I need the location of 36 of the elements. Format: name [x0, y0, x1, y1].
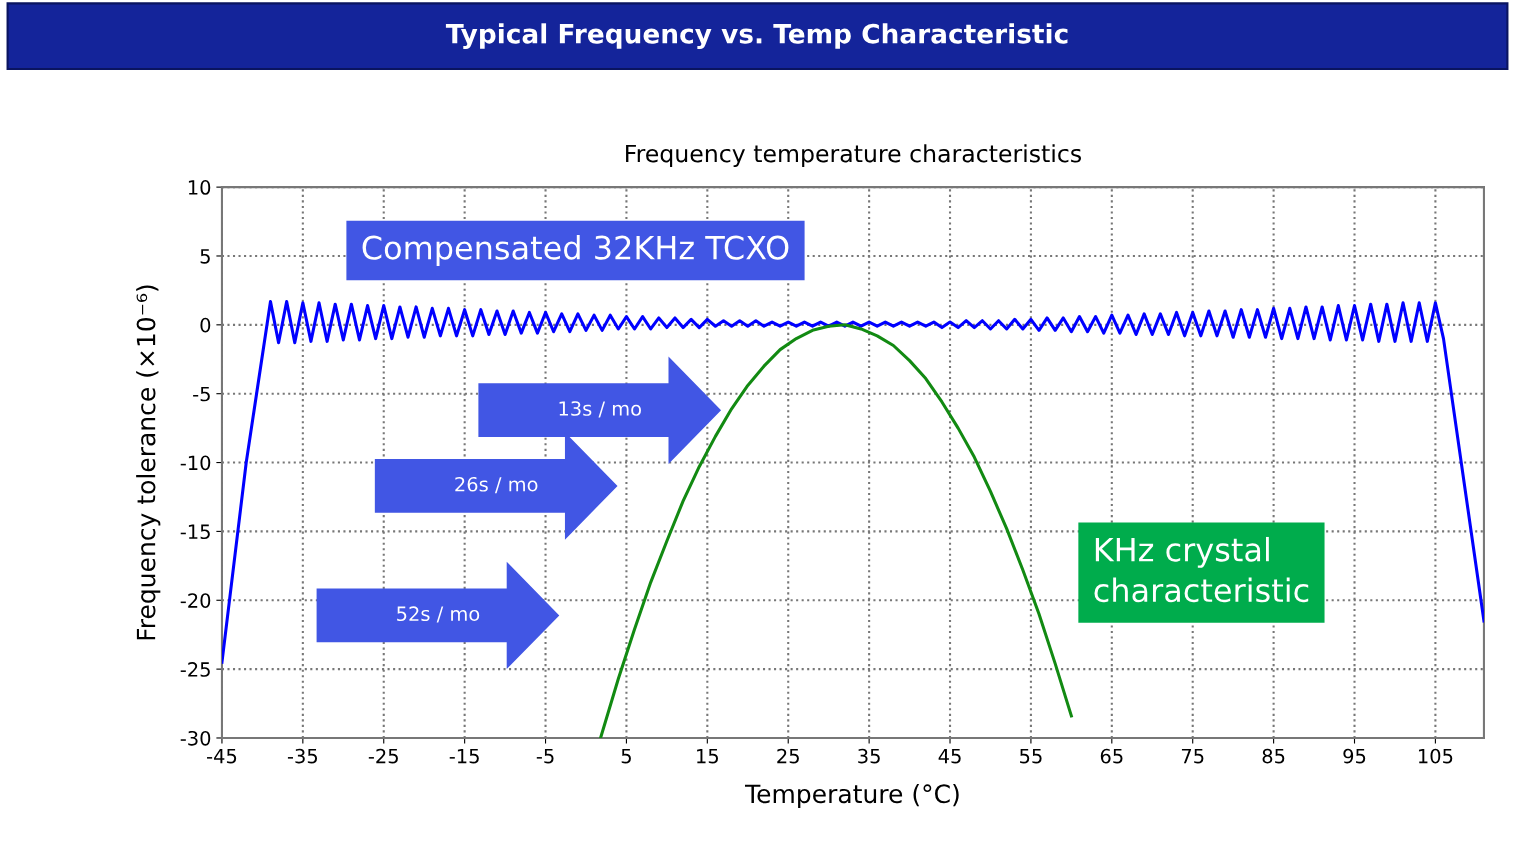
x-tick-label: 45 — [938, 748, 961, 764]
x-tick-label: -5 — [536, 748, 554, 764]
y-axis-title: Frequency tolerance (×10⁻⁶) — [136, 285, 161, 640]
y-tick-label: -25 — [180, 662, 210, 677]
y-tick-label: -30 — [180, 730, 211, 746]
y-tick-label: 5 — [200, 249, 210, 264]
x-tick-label: -35 — [287, 748, 318, 764]
annotation: 13s / mo — [559, 401, 641, 418]
x-tick-label: 35 — [858, 748, 880, 764]
y-tick-label: -5 — [193, 386, 210, 402]
series-label: KHz crystal characteristic — [1094, 536, 1309, 603]
x-axis-title: Temperature (°C) — [744, 783, 959, 809]
x-tick-label: 85 — [1262, 748, 1285, 764]
x-tick-label: 95 — [1343, 748, 1366, 764]
x-tick-label: 25 — [777, 748, 799, 764]
x-tick-label: 15 — [697, 748, 718, 764]
x-tick-label: 75 — [1181, 748, 1204, 764]
y-tick-label: 0 — [200, 317, 211, 333]
x-tick-label: 55 — [1020, 748, 1042, 764]
line-series — [221, 299, 1484, 664]
x-tick-label: 65 — [1100, 748, 1123, 764]
x-tick-label: 105 — [1418, 748, 1453, 764]
x-tick-label: -25 — [368, 748, 398, 764]
y-tick-label: -10 — [180, 455, 211, 471]
x-tick-label: -45 — [207, 748, 237, 764]
line-series — [599, 323, 1073, 738]
chart-subtitle: Frequency temperature characteristics — [626, 144, 1081, 168]
annotation: 52s / mo — [397, 606, 480, 623]
annotation: 26s / mo — [455, 476, 538, 494]
x-tick-label: 5 — [621, 748, 631, 764]
y-tick-label: 10 — [188, 180, 211, 195]
chart-title: Typical Frequency vs. Temp Characteristic — [445, 23, 1068, 50]
x-tick-label: -15 — [449, 748, 479, 764]
y-tick-label: -15 — [180, 524, 210, 540]
series-label: Compensated 32KHz TCXO — [362, 235, 789, 266]
y-tick-label: -20 — [180, 593, 211, 608]
